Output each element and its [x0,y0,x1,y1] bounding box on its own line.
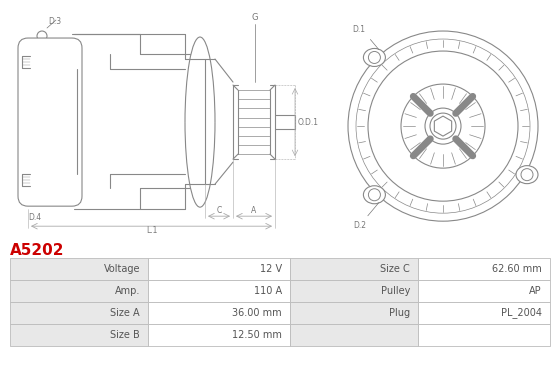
Text: 12 V: 12 V [260,264,282,274]
Bar [10,324,148,346]
Bar [290,324,418,346]
Text: A: A [251,206,256,215]
Circle shape [425,108,461,144]
Text: L.1: L.1 [146,226,157,235]
Ellipse shape [363,186,385,204]
Text: D.1: D.1 [352,26,365,34]
FancyBboxPatch shape [18,38,82,206]
Ellipse shape [516,166,538,184]
Text: Pulley: Pulley [381,286,410,296]
Text: A5202: A5202 [10,243,64,258]
Text: G: G [252,13,258,22]
Bar [10,258,148,280]
Bar [148,280,290,302]
Circle shape [37,31,47,41]
Text: AP: AP [529,286,542,296]
Text: Size B: Size B [110,330,140,340]
Text: 36.00 mm: 36.00 mm [232,308,282,318]
Text: Voltage: Voltage [104,264,140,274]
Bar [418,258,550,280]
Bar [10,280,148,302]
Text: D.2: D.2 [353,221,366,230]
Circle shape [521,169,533,181]
Text: Size C: Size C [380,264,410,274]
Bar [290,258,418,280]
Bar [418,324,550,346]
Text: 62.60 mm: 62.60 mm [492,264,542,274]
Text: D.4: D.4 [28,213,41,222]
Bar [148,324,290,346]
Text: Amp.: Amp. [115,286,140,296]
Text: PL_2004: PL_2004 [501,307,542,318]
Bar [148,258,290,280]
Text: Plug: Plug [389,308,410,318]
Text: D.3: D.3 [48,17,61,26]
Bar [418,280,550,302]
Bar [418,302,550,324]
Polygon shape [435,116,452,136]
Text: 12.50 mm: 12.50 mm [232,330,282,340]
Text: C: C [216,206,222,215]
Text: 110 A: 110 A [254,286,282,296]
Bar [290,302,418,324]
Ellipse shape [363,48,385,67]
Bar [290,280,418,302]
Bar [10,302,148,324]
Circle shape [368,51,380,64]
Text: Size A: Size A [110,308,140,318]
Text: O.D.1: O.D.1 [298,118,319,127]
Bar [148,302,290,324]
Circle shape [368,189,380,201]
